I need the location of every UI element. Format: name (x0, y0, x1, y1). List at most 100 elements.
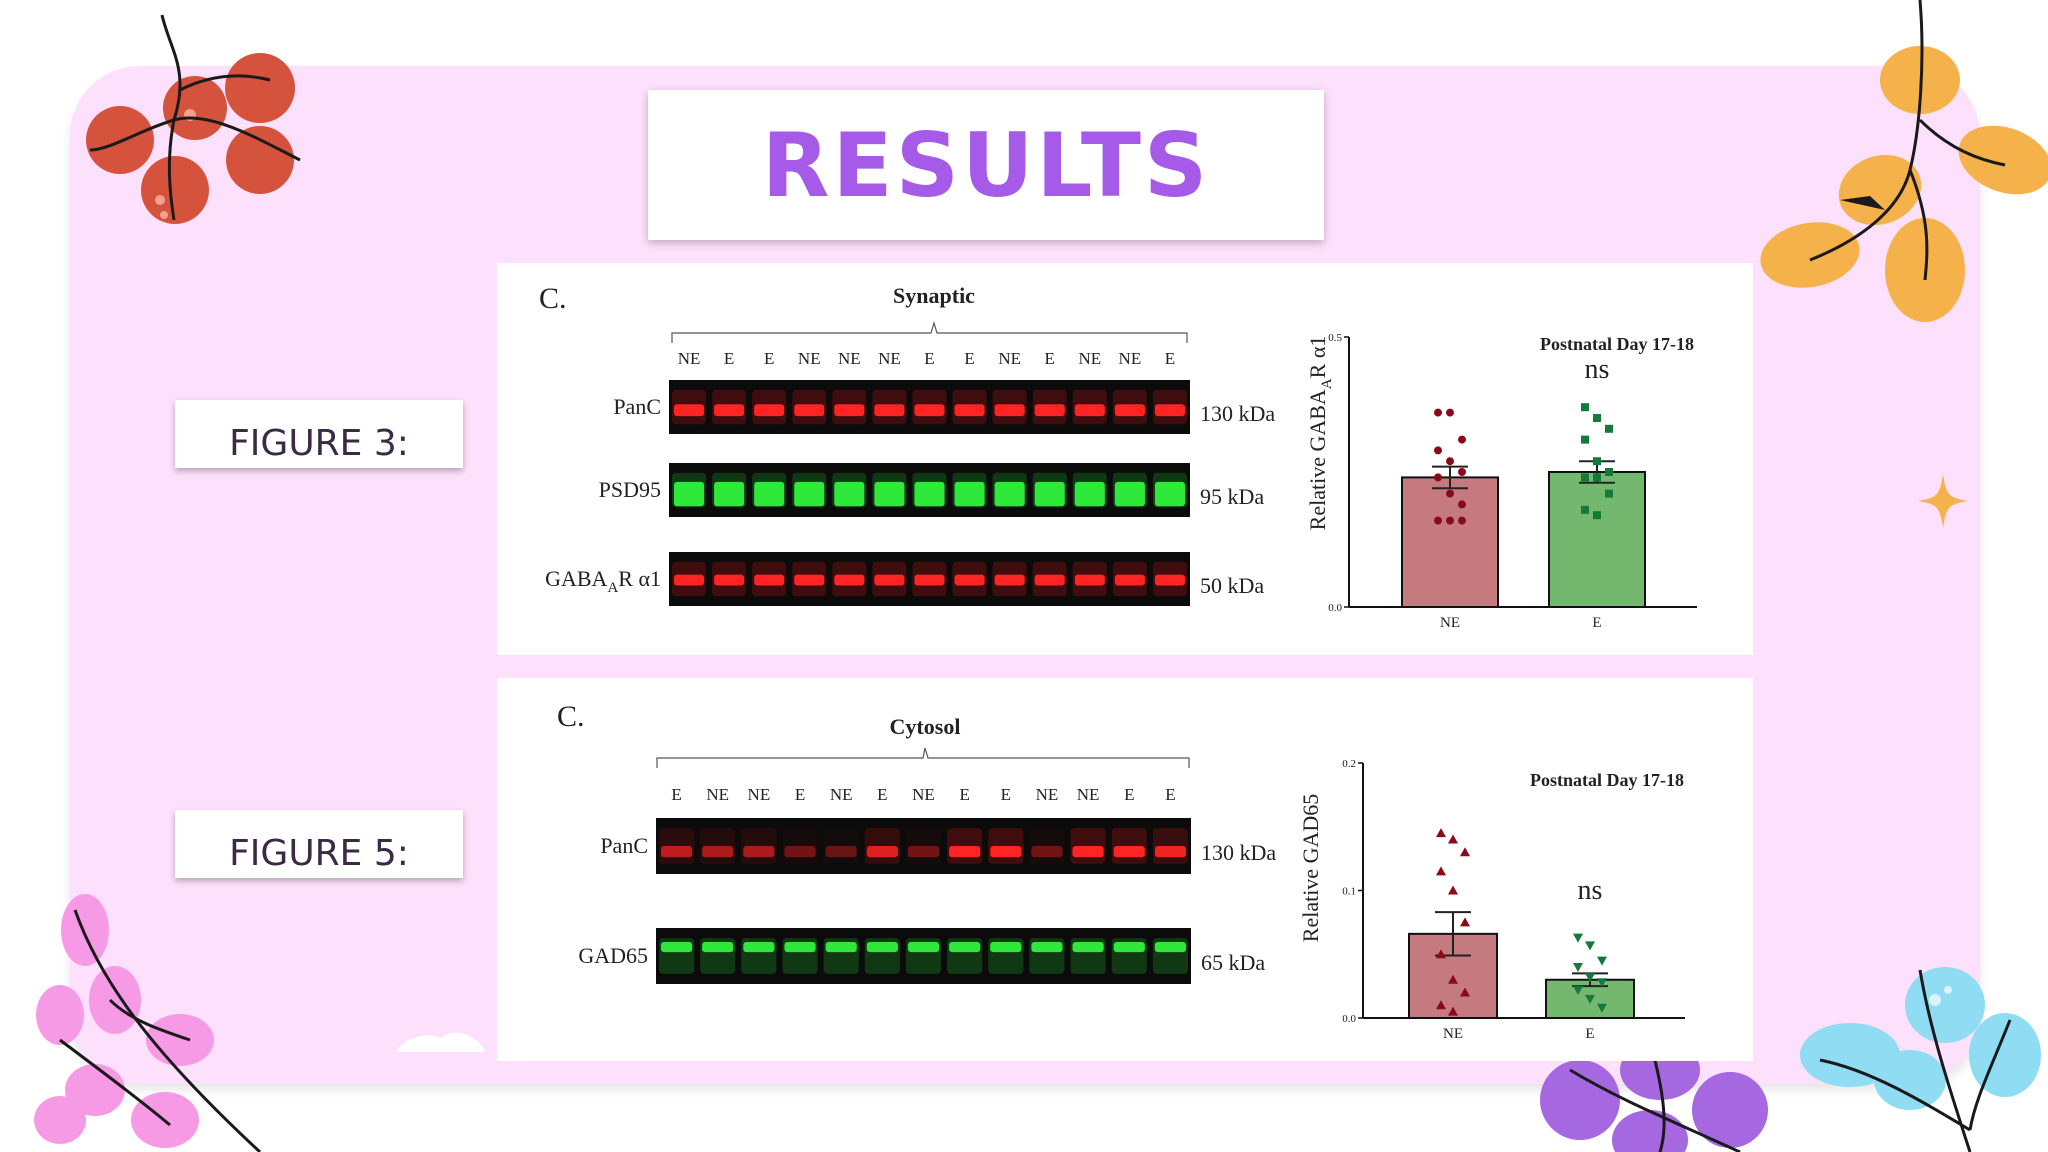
data-point (1597, 978, 1607, 988)
blot-band (661, 942, 693, 953)
blot-protein-label: GABAAR α1 (545, 566, 661, 596)
lane-label: NE (998, 349, 1021, 368)
data-point (1460, 987, 1470, 997)
blot-band (1074, 404, 1105, 417)
lane-label: E (1165, 785, 1175, 804)
blot-kda-label: 50 kDa (1200, 573, 1264, 598)
lane-label: E (924, 349, 934, 368)
blot-row: PSD95 95 kDa (599, 463, 1264, 517)
data-point (1434, 408, 1442, 417)
blot-band (954, 481, 985, 507)
lane-label: E (964, 349, 974, 368)
data-point (1605, 424, 1613, 433)
blot-band (994, 481, 1025, 507)
x-tick-label: E (1585, 1026, 1594, 1042)
data-point (1581, 435, 1589, 444)
blot-band (743, 942, 775, 953)
blot-band (866, 942, 898, 953)
data-point (1434, 446, 1442, 455)
blot-band (949, 942, 981, 953)
blot-kda-label: 95 kDa (1200, 484, 1264, 509)
bar-ne (1401, 476, 1499, 608)
data-point (1458, 468, 1466, 476)
lane-label: NE (706, 785, 729, 804)
blot-band (794, 574, 825, 586)
data-point (1581, 473, 1589, 482)
data-point (1458, 500, 1466, 509)
slide-title: RESULTS (761, 113, 1211, 217)
cytosol-figure-panel: C. Cytosol E NE NE E NE E NE E E NE NE E E PanC 130 k… (497, 678, 1753, 1061)
data-point (1448, 974, 1458, 984)
blot-band (754, 574, 785, 586)
blot-kda-label: 130 kDa (1201, 840, 1276, 865)
data-point (1460, 917, 1470, 927)
lane-label: NE (912, 785, 935, 804)
blot-band-glow (782, 828, 818, 864)
blot-protein-label: PSD95 (599, 477, 661, 502)
lane-label: E (1165, 349, 1175, 368)
data-point (1446, 489, 1454, 498)
y-tick-label: 0.2 (1342, 758, 1356, 770)
blot-band (1113, 942, 1145, 953)
blot-band-glow (823, 828, 859, 864)
data-point (1585, 941, 1595, 951)
blot-band (674, 574, 705, 586)
lane-label: NE (798, 349, 821, 368)
lane-label: E (959, 785, 969, 804)
blot-band (784, 846, 816, 858)
cloud-decoration (396, 1032, 486, 1052)
blot-band (954, 404, 985, 417)
blot-band (754, 404, 785, 417)
blot-band (990, 846, 1022, 858)
lane-label: NE (678, 349, 701, 368)
blot-band (754, 481, 785, 507)
lane-label: E (1045, 349, 1055, 368)
data-point (1446, 457, 1454, 466)
data-point (1593, 511, 1601, 520)
cytosol-western-blot: C. Cytosol E NE NE E NE E NE E E NE NE E E PanC 130 k… (557, 700, 1276, 984)
data-point (1573, 963, 1583, 972)
blot-kda-label: 130 kDa (1200, 401, 1275, 426)
red-berries-decoration (86, 14, 301, 224)
blot-row: GABAAR α1 50 kDa (545, 552, 1264, 606)
data-point (1436, 866, 1446, 876)
blot-band (1074, 481, 1105, 507)
blot-band (1154, 574, 1185, 586)
blot-band (914, 481, 945, 507)
significance-annotation: ns (1585, 354, 1610, 385)
blot-row: PanC 130 kDa (600, 818, 1276, 874)
blot-band (714, 574, 745, 586)
purple-leaves-decoration (1540, 1040, 1768, 1152)
data-point (1597, 956, 1607, 966)
lane-label: NE (838, 349, 861, 368)
data-point (1436, 949, 1446, 959)
blot-band (1072, 942, 1104, 953)
blot-row: GAD65 65 kDa (578, 928, 1265, 984)
blot-band (674, 481, 705, 507)
data-point (1436, 828, 1446, 838)
blot-band (743, 846, 775, 858)
blot-band (1034, 404, 1065, 417)
data-point (1446, 408, 1454, 417)
lane-label: E (877, 785, 887, 804)
data-point (1458, 516, 1466, 525)
blot-band (825, 942, 857, 953)
blot-band (702, 846, 734, 858)
blot-band (1072, 846, 1104, 858)
blot-band (1074, 574, 1105, 586)
blot-band (866, 846, 898, 858)
blot-band (1113, 846, 1145, 858)
figure5-label: FIGURE 5: (229, 833, 409, 874)
blot-band (954, 574, 985, 586)
synaptic-western-blot: C. Synaptic NE E E NE NE NE E E NE E NE NE E PanC 130… (539, 282, 1275, 606)
data-point (1458, 435, 1466, 444)
y-tick-label: 0.0 (1342, 1013, 1356, 1025)
blot-band (1154, 846, 1186, 858)
data-point (1585, 973, 1595, 983)
blot-band (661, 846, 693, 858)
x-tick-label: E (1592, 615, 1601, 631)
data-point (1436, 1000, 1446, 1010)
sparkle-star-icon (1918, 474, 1968, 528)
blot-strip (656, 818, 1191, 874)
figure3-label: FIGURE 3: (229, 423, 409, 464)
